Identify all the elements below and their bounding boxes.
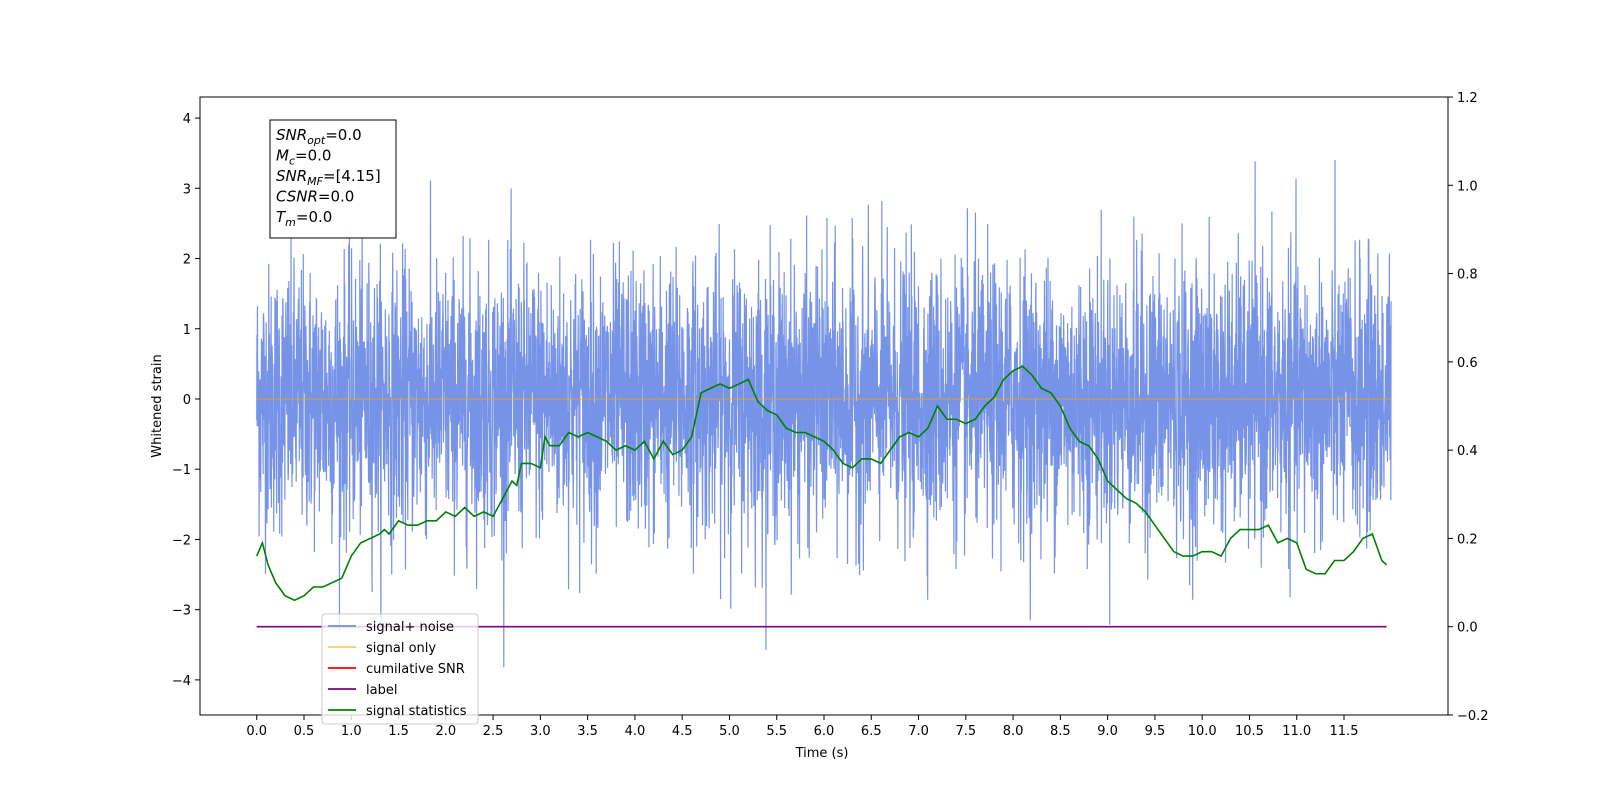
x-tick-label: 7.0 [908,724,929,739]
x-tick-label: 6.0 [814,724,835,739]
x-tick-label: 6.5 [861,724,882,739]
x-tick-label: 2.0 [435,724,456,739]
x-tick-label: 9.0 [1097,724,1118,739]
x-tick-label: 4.5 [672,724,693,739]
x-tick-label: 3.5 [577,724,598,739]
x-tick-label: 10.5 [1235,724,1264,739]
stats-line: Tm=0.0 [276,208,332,229]
stats-line: Mc=0.0 [276,147,331,168]
stats-line: SNRMF=[4.15] [276,167,381,188]
y2-tick-label: 1.2 [1457,91,1478,106]
stats-box-frame [269,119,397,239]
y-tick-label: 0 [183,393,191,408]
y2-tick-label: 1.0 [1457,179,1478,194]
y-tick-label: −3 [172,604,191,619]
signal-statistics-line [255,365,1388,602]
y-tick-label: 3 [183,182,191,197]
x-tick-label: 0.0 [246,724,267,739]
legend-entry: signal statistics [366,704,467,719]
stats-line: CSNR=0.0 [276,188,354,206]
x-tick-label: 4.0 [625,724,646,739]
x-tick-label: 11.0 [1282,724,1311,739]
legend-entry: signal+ noise [366,620,454,635]
signal-noise-series [256,159,1392,668]
x-tick-label: 9.5 [1145,724,1166,739]
legend-frame [321,613,479,725]
y2-tick-label: 0.0 [1457,621,1478,636]
x-tick-label: 3.0 [530,724,551,739]
x-tick-label: 8.5 [1050,724,1071,739]
x-tick-label: 2.5 [483,724,504,739]
y-tick-label: 2 [183,253,191,268]
y-tick-label: −2 [172,533,191,548]
x-tick-label: 5.0 [719,724,740,739]
y2-tick-label: 0.4 [1457,444,1478,459]
x-tick-label: 1.5 [388,724,409,739]
legend-entry: label [366,683,397,698]
x-tick-label: 7.5 [955,724,976,739]
x-axis-label: Time (s) [795,746,849,761]
x-tick-label: 0.5 [294,724,315,739]
y-tick-label: 1 [183,323,191,338]
x-tick-label: 1.0 [341,724,362,739]
legend-entry: signal only [366,641,436,656]
y-tick-label: 4 [183,112,191,127]
y-axis-ticks: −4 −3 −2 −1 0 1 2 3 4 [172,112,200,689]
stats-line: SNRopt=0.0 [276,126,362,147]
x-tick-label: 10.0 [1188,724,1217,739]
y-axis-label: Whitened strain [150,354,165,457]
y2-axis-ticks: −0.2 0.0 0.2 0.4 0.6 0.8 1.0 1.2 [1448,91,1489,724]
y2-tick-label: 0.8 [1457,268,1478,283]
y-tick-label: −4 [172,674,191,689]
y-tick-label: −1 [172,463,191,478]
y2-tick-label: −0.2 [1457,709,1489,724]
y2-tick-label: 0.2 [1457,532,1478,547]
y2-tick-label: 0.6 [1457,356,1478,371]
x-axis-ticks: 0.0 0.5 1.0 1.5 2.0 2.5 3.0 3.5 4.0 4.5 5.0 5.5 6.0 6… [246,715,1358,739]
x-tick-label: 11.5 [1330,724,1359,739]
legend: signal+ noise signal only cumilative SNR la… [321,613,479,725]
signal-noise-line [256,159,1392,668]
legend-entry: cumilative SNR [366,662,465,677]
x-tick-label: 5.5 [766,724,787,739]
x-tick-label: 8.0 [1003,724,1024,739]
